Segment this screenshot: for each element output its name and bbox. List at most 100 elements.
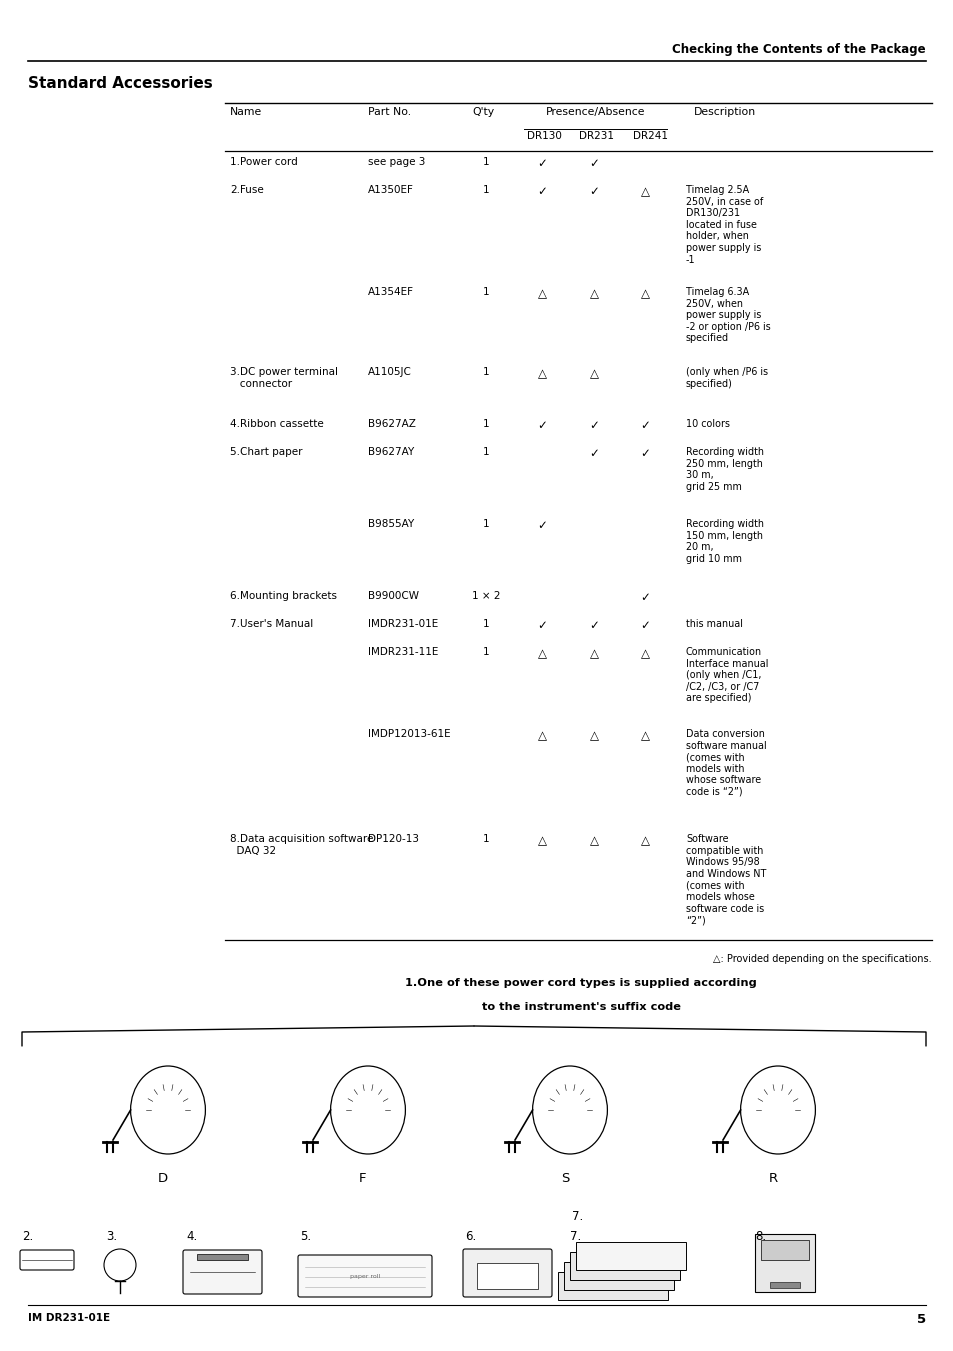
Text: Recording width
250 mm, length
30 m,
grid 25 mm: Recording width 250 mm, length 30 m, gri… (685, 447, 763, 492)
Text: A1105JC: A1105JC (368, 367, 412, 377)
Text: Name: Name (230, 107, 262, 118)
Text: 5.Chart paper: 5.Chart paper (230, 447, 302, 457)
Text: Q'ty: Q'ty (472, 107, 494, 118)
Text: △: △ (639, 834, 649, 847)
Text: B9855AY: B9855AY (368, 519, 414, 530)
Polygon shape (558, 1273, 667, 1300)
Text: Timelag 6.3A
250V, when
power supply is
-2 or option /P6 is
specified: Timelag 6.3A 250V, when power supply is … (685, 286, 770, 343)
Text: 1 × 2: 1 × 2 (471, 590, 499, 601)
Text: B9627AZ: B9627AZ (368, 419, 416, 430)
Text: Software
compatible with
Windows 95/98
and Windows NT
(comes with
models whose
s: Software compatible with Windows 95/98 a… (685, 834, 765, 925)
Text: △: △ (639, 286, 649, 300)
Text: 5.: 5. (299, 1229, 311, 1243)
Text: 3.: 3. (106, 1229, 117, 1243)
Text: ✓: ✓ (588, 447, 598, 459)
Text: Part No.: Part No. (368, 107, 411, 118)
Bar (760, 1240, 808, 1260)
Text: △: △ (537, 367, 546, 380)
Text: Checking the Contents of the Package: Checking the Contents of the Package (672, 43, 925, 55)
Text: ✓: ✓ (537, 185, 546, 199)
Text: 8.Data acquisition software
  DAQ 32: 8.Data acquisition software DAQ 32 (230, 834, 373, 855)
Text: Recording width
150 mm, length
20 m,
grid 10 mm: Recording width 150 mm, length 20 m, gri… (685, 519, 763, 563)
Text: IMDR231-11E: IMDR231-11E (368, 647, 438, 657)
Text: 1: 1 (482, 834, 489, 844)
Polygon shape (569, 1252, 679, 1279)
Text: DR241: DR241 (633, 131, 667, 141)
Text: 3.DC power terminal
   connector: 3.DC power terminal connector (230, 367, 337, 389)
Text: ✓: ✓ (537, 519, 546, 532)
Text: △: △ (537, 286, 546, 300)
Text: Description: Description (693, 107, 756, 118)
FancyBboxPatch shape (297, 1255, 432, 1297)
Text: (only when /P6 is
specified): (only when /P6 is specified) (685, 367, 767, 389)
Text: 4.: 4. (186, 1229, 197, 1243)
Text: 6.Mounting brackets: 6.Mounting brackets (230, 590, 336, 601)
Text: Timelag 2.5A
250V, in case of
DR130/231
located in fuse
holder, when
power suppl: Timelag 2.5A 250V, in case of DR130/231 … (685, 185, 762, 265)
Text: Presence/Absence: Presence/Absence (546, 107, 645, 118)
Text: ✓: ✓ (537, 619, 546, 632)
Text: △: △ (537, 730, 546, 742)
Text: ✓: ✓ (639, 419, 649, 432)
Text: ✓: ✓ (588, 185, 598, 199)
Text: D: D (158, 1173, 168, 1185)
Text: 1: 1 (482, 447, 489, 457)
Text: ✓: ✓ (537, 157, 546, 170)
Text: △: Provided depending on the specifications.: △: Provided depending on the specificati… (713, 954, 931, 965)
Polygon shape (563, 1262, 673, 1290)
Text: 6.: 6. (464, 1229, 476, 1243)
Text: DR130: DR130 (526, 131, 561, 141)
Text: A1354EF: A1354EF (368, 286, 414, 297)
Bar (754, 1233, 814, 1292)
Text: Data conversion
software manual
(comes with
models with
whose software
code is “: Data conversion software manual (comes w… (685, 730, 766, 797)
Text: 1: 1 (482, 157, 489, 168)
Text: ✓: ✓ (537, 419, 546, 432)
Text: this manual: this manual (685, 619, 742, 630)
Text: IMDP12013-61E: IMDP12013-61E (368, 730, 450, 739)
Text: IM DR231-01E: IM DR231-01E (28, 1313, 110, 1323)
Text: ✓: ✓ (588, 157, 598, 170)
Bar (476, 1263, 537, 1289)
Text: R: R (767, 1173, 777, 1185)
Text: paper roll: paper roll (350, 1274, 379, 1279)
Text: 1: 1 (482, 419, 489, 430)
Text: 5: 5 (916, 1313, 925, 1325)
Text: Communication
Interface manual
(only when /C1,
/C2, /C3, or /C7
are specified): Communication Interface manual (only whe… (685, 647, 768, 704)
Text: 7.: 7. (572, 1210, 582, 1223)
Text: 1.One of these power cord types is supplied according: 1.One of these power cord types is suppl… (405, 978, 756, 988)
Text: 1: 1 (482, 286, 489, 297)
Text: △: △ (589, 834, 598, 847)
Text: 1.Power cord: 1.Power cord (230, 157, 297, 168)
Text: △: △ (639, 185, 649, 199)
Text: △: △ (639, 730, 649, 742)
Text: to the instrument's suffix code: to the instrument's suffix code (481, 1002, 679, 1012)
Text: DP120-13: DP120-13 (368, 834, 418, 844)
Text: △: △ (589, 647, 598, 661)
Text: ✓: ✓ (639, 619, 649, 632)
Text: F: F (359, 1173, 366, 1185)
Text: 1: 1 (482, 519, 489, 530)
Text: DR231: DR231 (578, 131, 614, 141)
Text: 1: 1 (482, 185, 489, 195)
Text: 1: 1 (482, 647, 489, 657)
Text: 7.: 7. (569, 1229, 580, 1243)
Text: A1350EF: A1350EF (368, 185, 414, 195)
Text: △: △ (589, 286, 598, 300)
Bar (196, 1254, 248, 1260)
Bar (769, 1282, 800, 1288)
Text: B9627AY: B9627AY (368, 447, 414, 457)
Text: △: △ (589, 367, 598, 380)
Text: 2.Fuse: 2.Fuse (230, 185, 263, 195)
Text: ✓: ✓ (588, 419, 598, 432)
Text: ✓: ✓ (639, 590, 649, 604)
FancyBboxPatch shape (462, 1250, 552, 1297)
Text: S: S (560, 1173, 569, 1185)
Text: 1: 1 (482, 367, 489, 377)
Text: 1: 1 (482, 619, 489, 630)
Text: see page 3: see page 3 (368, 157, 425, 168)
Polygon shape (576, 1242, 685, 1270)
Text: ✓: ✓ (639, 447, 649, 459)
Text: 4.Ribbon cassette: 4.Ribbon cassette (230, 419, 323, 430)
Text: △: △ (639, 647, 649, 661)
Text: △: △ (537, 647, 546, 661)
Text: △: △ (537, 834, 546, 847)
